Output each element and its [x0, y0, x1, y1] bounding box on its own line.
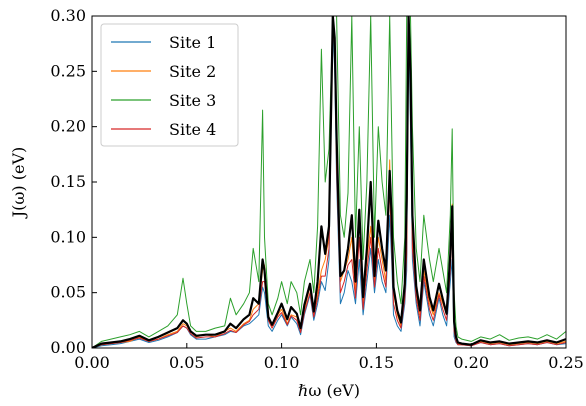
x-tick-label: 0.00 [74, 353, 110, 372]
y-tick-label: 0.30 [50, 6, 86, 25]
axis-ticks: 0.00 0.05 0.10 0.15 0.20 0.25 0.00 0.05 0.10 0.15… [50, 6, 583, 372]
x-tick-label: 0.10 [264, 353, 300, 372]
x-tick-label: 0.05 [169, 353, 205, 372]
legend-label: Site 2 [169, 62, 216, 81]
y-tick-label: 0.25 [50, 61, 86, 80]
x-tick-label: 0.15 [359, 353, 395, 372]
series-line-average [92, 16, 566, 348]
y-tick-label: 0.00 [50, 338, 86, 357]
legend: Site 1 Site 2 Site 3 Site 4 [100, 23, 239, 147]
x-tick-label: 0.20 [453, 353, 489, 372]
legend-label: Site 4 [169, 120, 216, 139]
plot-lines [92, 16, 566, 348]
legend-box [100, 23, 239, 147]
y-axis-label: J(ω) (eV) [9, 147, 28, 220]
series-line-site-3 [92, 16, 566, 348]
y-tick-label: 0.10 [50, 227, 86, 246]
y-tick-label: 0.20 [50, 117, 86, 136]
y-tick-label: 0.05 [50, 283, 86, 302]
legend-label: Site 3 [169, 91, 216, 110]
x-axis-label: ℏω (eV) [298, 381, 360, 400]
legend-label: Site 1 [169, 33, 216, 52]
x-tick-label: 0.25 [548, 353, 584, 372]
y-tick-label: 0.15 [50, 172, 86, 191]
